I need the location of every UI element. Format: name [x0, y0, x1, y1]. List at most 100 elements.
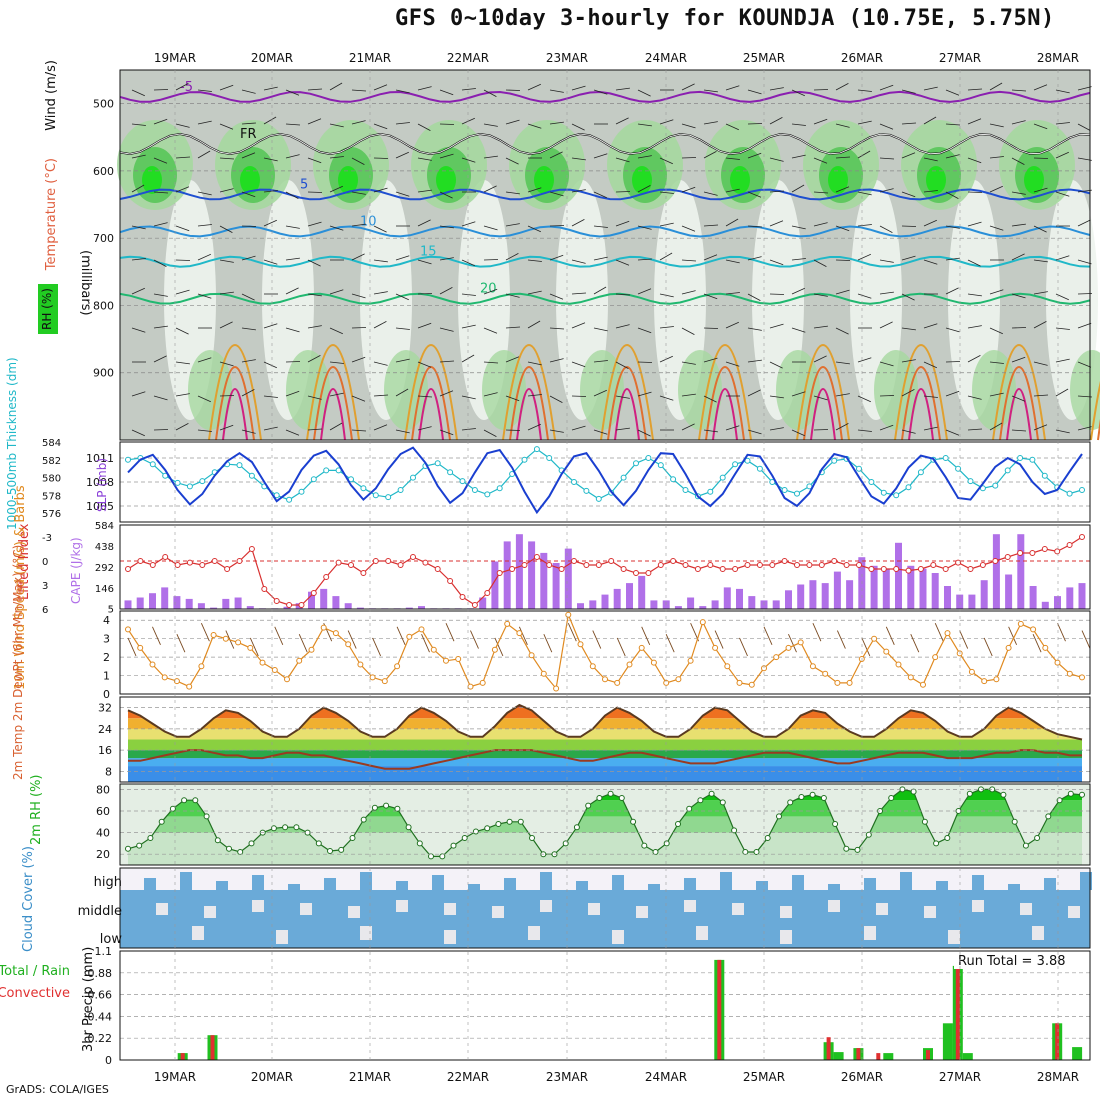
rh-patch [240, 166, 260, 194]
wind-barb [461, 293, 476, 296]
wind-barb [329, 392, 344, 397]
lifted-index-line-point [930, 562, 937, 568]
wind-barb [439, 327, 454, 332]
wind-barb [857, 224, 872, 227]
lifted-index-line-point [645, 570, 652, 576]
rh-line-point [798, 794, 805, 800]
lifted-index-line-point [546, 562, 553, 568]
wind-barb [197, 293, 212, 299]
wind-barb [637, 258, 653, 261]
cape-bar [723, 587, 731, 609]
isotherm-plume [516, 388, 542, 441]
wind-speed-line-point [504, 620, 511, 627]
rh-line-point [1079, 791, 1085, 798]
y-axis-label: SLP (mb) [95, 458, 109, 512]
cloud-mid-cell [444, 903, 456, 915]
wind-barb [505, 356, 520, 363]
isotherm-plume [313, 366, 353, 441]
lifted-index-line-point [1029, 550, 1036, 556]
thickness-line-point [471, 487, 478, 493]
cape-bar [528, 541, 536, 609]
wind-barb [747, 327, 762, 331]
wind-barb [219, 291, 234, 295]
rh-patch [828, 166, 848, 194]
wind-barb [527, 187, 542, 193]
wind-barb [219, 321, 233, 329]
wind-speed-line-point [455, 656, 462, 662]
cape-bar [992, 534, 1000, 609]
wind-barb [747, 359, 762, 363]
rh-line-point [596, 795, 603, 801]
wind-speed-line-point [284, 676, 290, 683]
wind-barb [395, 429, 410, 434]
wind-barb [879, 157, 895, 160]
lifted-index-line-point [843, 562, 850, 568]
rh-line-point [270, 825, 277, 832]
y-tick-label: 8 [105, 765, 112, 778]
lifted-index-line-point [410, 554, 416, 560]
wind-barb [549, 225, 565, 227]
wind-barb [571, 259, 586, 264]
thickness-line-point [410, 474, 416, 481]
rh-line-point [147, 835, 154, 841]
wind-barb [470, 630, 479, 649]
rh-line-point [562, 840, 569, 847]
cloud-high-cell [396, 881, 408, 890]
thickness-line-point [831, 457, 838, 464]
cape-bar [736, 588, 743, 609]
wind-barb [1011, 191, 1026, 195]
cape-bar [626, 583, 633, 609]
y-axis-label: CAPE (J/kg) [69, 537, 83, 604]
wind-barb [791, 89, 805, 97]
wind-barb [791, 287, 805, 295]
wind-barb [725, 321, 739, 329]
wind-barb [439, 225, 454, 229]
y-tick-label: 0 [103, 688, 110, 701]
cape-bar [846, 580, 854, 609]
wind-speed-line-point [638, 644, 645, 651]
wind-speed-line-point [981, 678, 988, 685]
wind-barb [1055, 429, 1070, 434]
lifted-index-line-point [248, 546, 255, 552]
rh-line-point [1067, 790, 1074, 797]
wind-barb [417, 426, 432, 431]
lifted-index-line-point [137, 558, 144, 564]
lifted-index-line-point [447, 578, 454, 584]
cape-bar [503, 541, 511, 609]
wind-barb [1011, 429, 1027, 432]
temp-band [128, 718, 1082, 729]
wind-barb [835, 393, 850, 397]
wind-barb [131, 154, 146, 159]
y-tick-label: 580 [42, 474, 61, 485]
wind-barb [285, 191, 299, 199]
wind-barb [175, 327, 189, 335]
time-label-bottom: 26MAR [841, 1070, 883, 1084]
wind-barb [549, 254, 564, 261]
isotherm-plume [411, 366, 451, 441]
lifted-index-line-point [273, 598, 280, 604]
time-label-top: 25MAR [743, 51, 785, 65]
rh-line-point [652, 849, 659, 855]
wind-barb [483, 361, 499, 364]
isotherm-plume [712, 388, 738, 441]
rh-band [128, 832, 1082, 865]
cape-bar [124, 600, 132, 609]
wind-barb [967, 157, 982, 164]
rh-line-point [226, 845, 232, 852]
cloud-mid-cell [156, 903, 168, 915]
wind-speed-line-point [589, 663, 596, 670]
wind-barb [791, 154, 806, 159]
wind-barb [747, 293, 761, 301]
wind-speed-line-point [907, 674, 914, 681]
cape-bar [332, 596, 340, 609]
lifted-index-line-point [1054, 548, 1061, 555]
time-label-top: 20MAR [251, 51, 293, 65]
wind-barb [1033, 291, 1048, 295]
wind-barb [1011, 356, 1026, 363]
cape-bar [197, 603, 205, 609]
lifted-index-line-point [682, 562, 689, 568]
wind-speed-line-point [834, 679, 841, 686]
wind-barb [298, 634, 308, 653]
rh-line-point [966, 790, 973, 797]
wind-speed-line-point [724, 663, 731, 670]
